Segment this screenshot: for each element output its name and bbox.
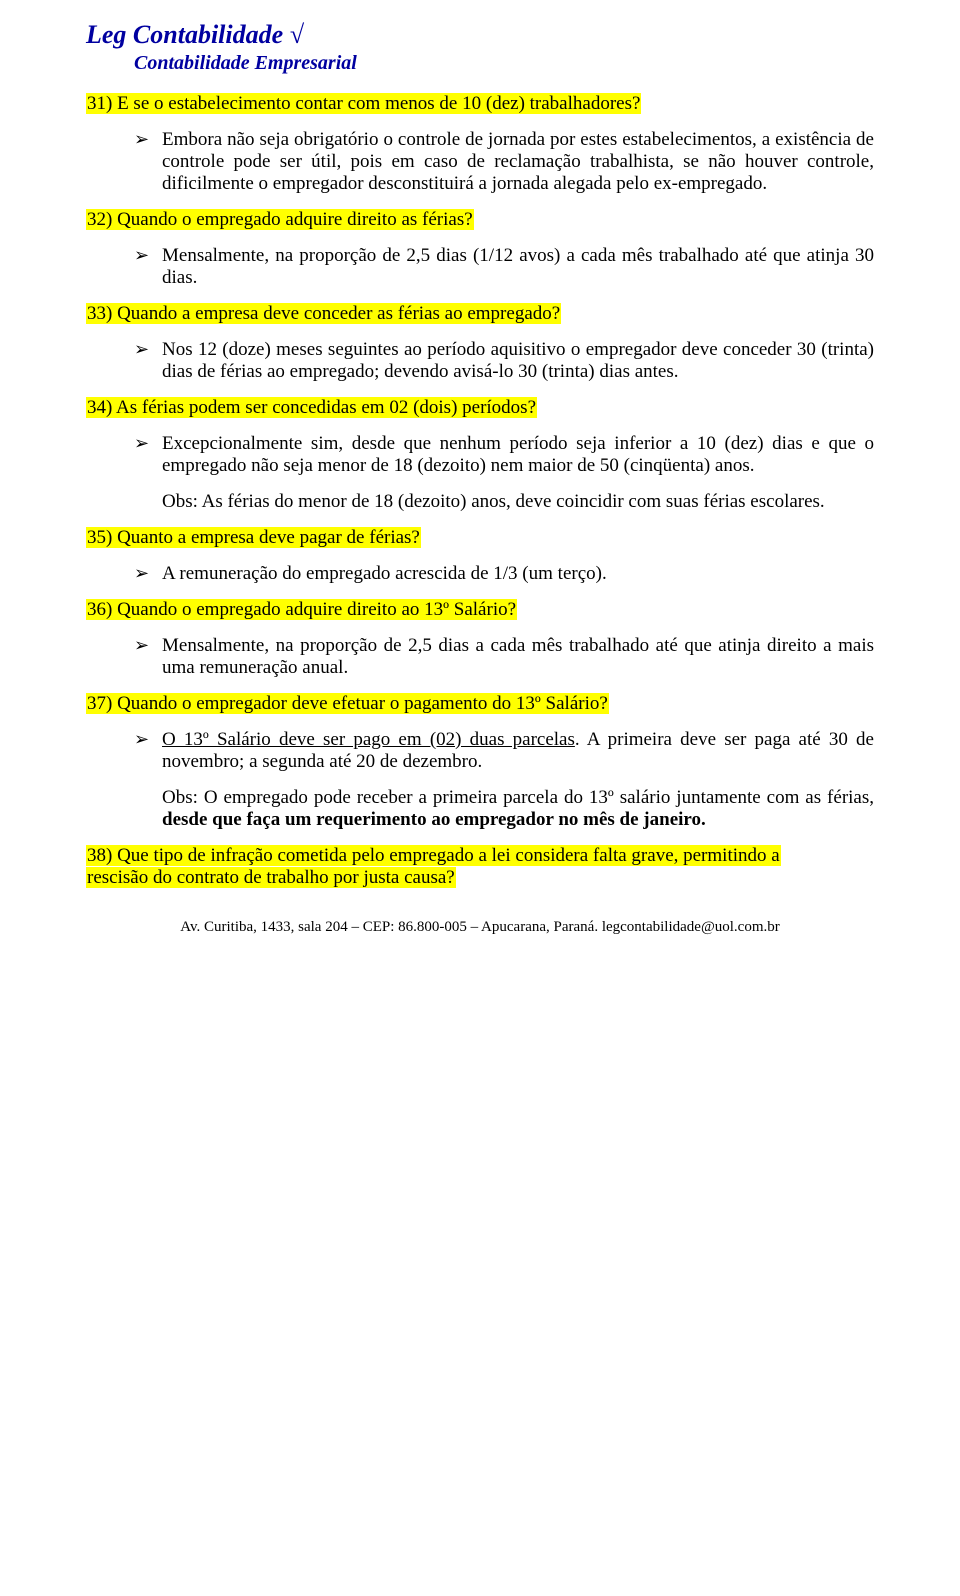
answer-34: Excepcionalmente sim, desde que nenhum p…	[134, 433, 874, 477]
question-38: 38) Que tipo de infração cometida pelo e…	[86, 845, 874, 889]
page-footer: Av. Curitiba, 1433, sala 204 – CEP: 86.8…	[86, 919, 874, 936]
question-33: 33) Quando a empresa deve conceder as fé…	[86, 303, 874, 325]
question-32-text: 32) Quando o empregado adquire direito a…	[86, 209, 474, 230]
question-35-text: 35) Quanto a empresa deve pagar de féria…	[86, 527, 421, 548]
question-36-text: 36) Quando o empregado adquire direito a…	[86, 599, 517, 620]
obs-37-bold: desde que faça um requerimento ao empreg…	[162, 809, 706, 830]
header-title: Leg Contabilidade √	[86, 20, 874, 50]
question-32: 32) Quando o empregado adquire direito a…	[86, 209, 874, 231]
question-37-text: 37) Quando o empregador deve efetuar o p…	[86, 693, 609, 714]
question-36: 36) Quando o empregado adquire direito a…	[86, 599, 874, 621]
question-34-text: 34) As férias podem ser concedidas em 02…	[86, 397, 537, 418]
answer-33: Nos 12 (doze) meses seguintes ao período…	[134, 339, 874, 383]
header-subtitle: Contabilidade Empresarial	[134, 52, 874, 75]
question-31: 31) E se o estabelecimento contar com me…	[86, 93, 874, 115]
obs-34: Obs: As férias do menor de 18 (dezoito) …	[162, 491, 874, 513]
obs-37-pre: Obs: O empregado pode receber a primeira…	[162, 787, 874, 808]
page-container: Leg Contabilidade √ Contabilidade Empres…	[0, 0, 960, 956]
question-35: 35) Quanto a empresa deve pagar de féria…	[86, 527, 874, 549]
answer-37-underline: O 13º Salário deve ser pago em (02) duas…	[162, 729, 575, 750]
answer-37: O 13º Salário deve ser pago em (02) duas…	[134, 729, 874, 773]
answer-31: Embora não seja obrigatório o controle d…	[134, 129, 874, 195]
question-31-text: 31) E se o estabelecimento contar com me…	[86, 93, 641, 114]
obs-37: Obs: O empregado pode receber a primeira…	[162, 787, 874, 831]
answer-32: Mensalmente, na proporção de 2,5 dias (1…	[134, 245, 874, 289]
answer-36: Mensalmente, na proporção de 2,5 dias a …	[134, 635, 874, 679]
question-38-line1: 38) Que tipo de infração cometida pelo e…	[86, 845, 781, 866]
question-34: 34) As férias podem ser concedidas em 02…	[86, 397, 874, 419]
question-33-text: 33) Quando a empresa deve conceder as fé…	[86, 303, 561, 324]
question-37: 37) Quando o empregador deve efetuar o p…	[86, 693, 874, 715]
answer-35: A remuneração do empregado acrescida de …	[134, 563, 874, 585]
question-38-line2: rescisão do contrato de trabalho por jus…	[86, 867, 456, 888]
